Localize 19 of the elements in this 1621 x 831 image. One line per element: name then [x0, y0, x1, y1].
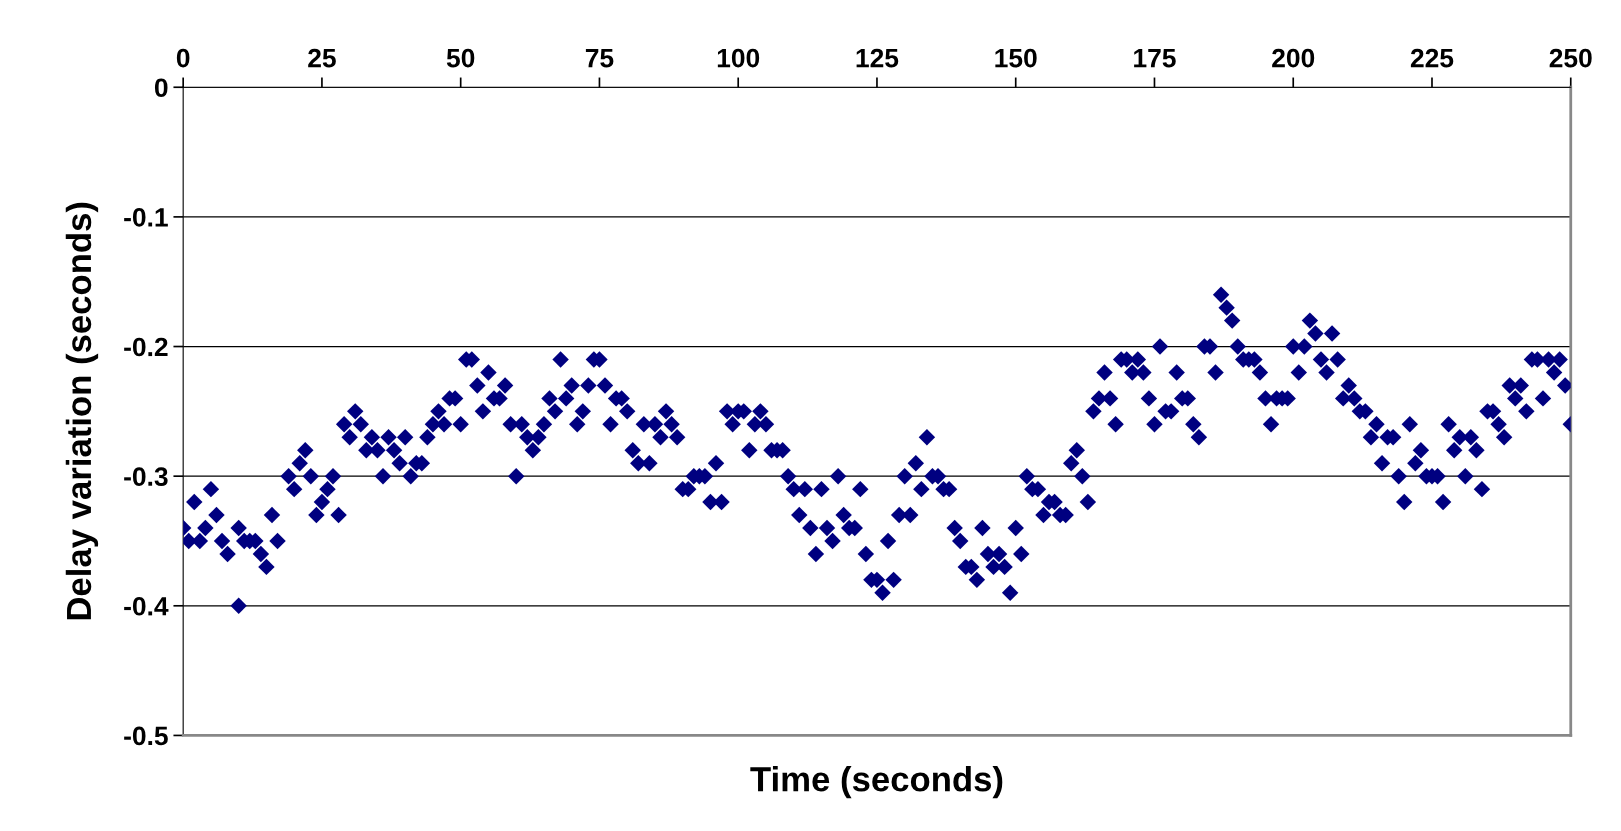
x-tick-label: 25	[308, 48, 336, 68]
x-tick-label: 250	[1549, 48, 1592, 68]
x-tick-label: 125	[856, 48, 899, 68]
x-tick-label: 0	[176, 48, 190, 68]
y-tick-label: -0.4	[124, 596, 169, 616]
x-tick-label: 75	[585, 49, 614, 68]
x-tick-label: 225	[1410, 48, 1454, 68]
x-tick-label: 175	[1134, 49, 1176, 68]
x-tick-label: 50	[446, 48, 475, 68]
x-tick-label: 200	[1272, 48, 1315, 68]
y-tick-label: -0.1	[124, 208, 168, 227]
y-tick-label: -0.3	[124, 467, 168, 487]
y-tick-label: 0	[154, 78, 168, 98]
x-tick-label: 100	[717, 48, 760, 68]
y-axis-title: Delay variation (seconds)	[65, 202, 99, 620]
y-tick-label: -0.5	[124, 726, 168, 746]
x-tick-label: 150	[995, 48, 1037, 68]
x-axis-title: Time (seconds)	[750, 765, 1003, 799]
y-tick-label: -0.2	[124, 337, 168, 357]
